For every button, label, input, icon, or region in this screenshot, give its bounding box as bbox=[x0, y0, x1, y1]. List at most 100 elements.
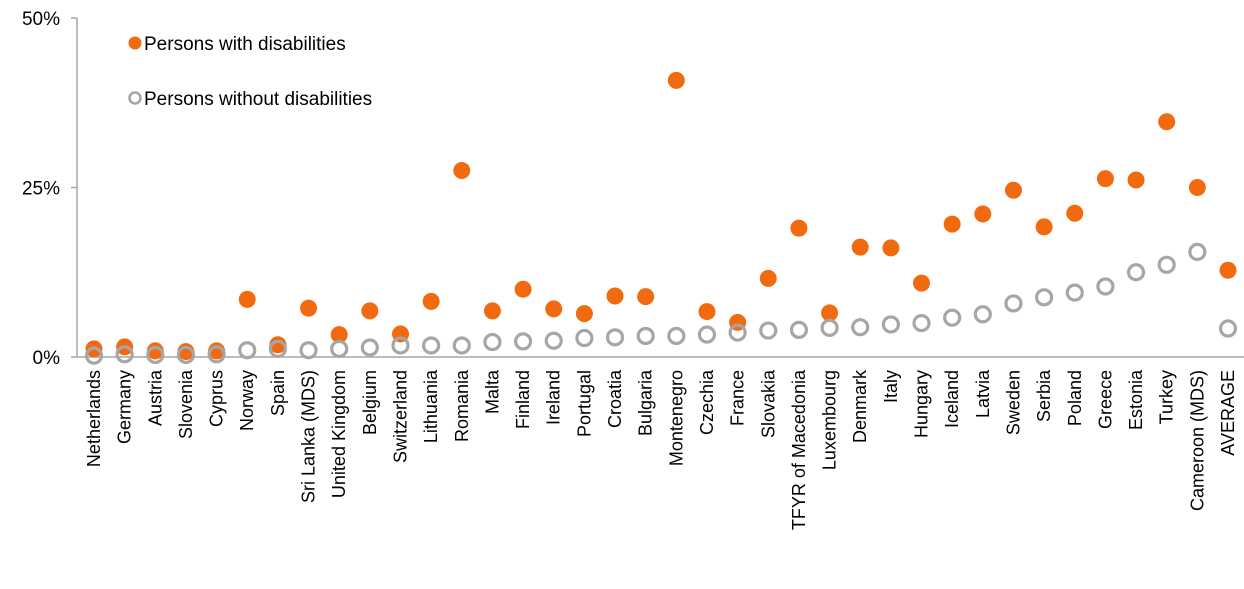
data-point bbox=[851, 238, 869, 256]
data-point bbox=[882, 239, 900, 257]
category-label: Switzerland bbox=[390, 370, 410, 463]
data-point bbox=[1065, 283, 1084, 302]
data-point bbox=[238, 341, 257, 360]
data-point bbox=[268, 339, 287, 358]
category-label: Sweden bbox=[1003, 370, 1023, 435]
data-point bbox=[422, 336, 441, 355]
category-label: Montenegro bbox=[666, 370, 686, 466]
category-label: United Kingdom bbox=[329, 370, 349, 498]
data-point bbox=[483, 302, 501, 320]
data-point bbox=[943, 308, 962, 327]
category-label: Turkey bbox=[1157, 370, 1177, 424]
data-point bbox=[943, 215, 961, 233]
data-point bbox=[1096, 277, 1115, 296]
data-point bbox=[605, 328, 625, 347]
category-label: AVERAGE bbox=[1218, 370, 1238, 456]
category-label: Estonia bbox=[1126, 369, 1146, 430]
data-point bbox=[637, 288, 655, 306]
data-point bbox=[391, 336, 410, 355]
category-label: Czechia bbox=[697, 369, 717, 435]
data-point bbox=[575, 305, 593, 323]
category-label: Sri Lanka (MDS) bbox=[299, 370, 319, 503]
category-label: Luxembourg bbox=[820, 370, 840, 470]
data-point bbox=[606, 287, 624, 305]
data-point bbox=[1127, 171, 1145, 189]
data-point bbox=[1004, 294, 1023, 313]
data-point bbox=[299, 341, 318, 360]
data-point bbox=[360, 338, 379, 357]
legend: Persons with disabilities Persons without… bbox=[128, 34, 372, 110]
data-point bbox=[974, 205, 992, 223]
data-point bbox=[300, 299, 318, 317]
data-point bbox=[545, 300, 563, 318]
legend-label: Persons without disabilities bbox=[144, 89, 372, 110]
data-point bbox=[84, 346, 104, 365]
series-2 bbox=[84, 242, 1238, 365]
category-label: Romania bbox=[452, 369, 472, 442]
legend-marker bbox=[128, 36, 142, 50]
series-1 bbox=[85, 71, 1237, 361]
data-point bbox=[1035, 218, 1053, 236]
category-label: Slovenia bbox=[176, 369, 196, 439]
category-label: Greece bbox=[1095, 370, 1115, 429]
category-label: Latvia bbox=[973, 369, 993, 418]
category-label: Hungary bbox=[912, 370, 932, 438]
legend-entry: Persons with disabilities bbox=[128, 34, 346, 55]
data-point bbox=[514, 280, 532, 298]
data-point bbox=[667, 326, 686, 346]
category-label: Bulgaria bbox=[636, 369, 656, 436]
data-point bbox=[789, 320, 809, 339]
data-point bbox=[330, 326, 348, 344]
category-labels: Netherlands Germany Austria Slovenia Cyprus N… bbox=[84, 369, 1238, 530]
data-point bbox=[238, 290, 256, 308]
data-point bbox=[1219, 261, 1237, 279]
chart-marks bbox=[84, 71, 1238, 365]
category-label: Portugal bbox=[574, 370, 594, 437]
data-point bbox=[820, 318, 839, 337]
category-label: Finland bbox=[513, 370, 533, 429]
data-point bbox=[330, 339, 349, 358]
data-point bbox=[790, 219, 808, 237]
data-point bbox=[513, 332, 533, 351]
data-point bbox=[759, 321, 778, 340]
category-label: Netherlands bbox=[84, 370, 104, 467]
legend-marker bbox=[128, 91, 142, 105]
category-label: Slovakia bbox=[758, 369, 778, 438]
data-point bbox=[269, 336, 287, 354]
data-point bbox=[1066, 204, 1084, 222]
data-point bbox=[1188, 179, 1206, 196]
y-tick-label: 0% bbox=[33, 348, 61, 369]
data-point bbox=[452, 336, 471, 355]
data-point bbox=[544, 331, 563, 350]
data-point bbox=[207, 345, 226, 364]
data-point bbox=[1004, 181, 1022, 199]
category-label: Ireland bbox=[544, 370, 564, 425]
category-label: Poland bbox=[1065, 370, 1085, 426]
data-point bbox=[483, 332, 502, 352]
data-point bbox=[575, 328, 594, 348]
data-point bbox=[698, 303, 716, 321]
y-tick-label: 50% bbox=[22, 9, 60, 30]
data-point bbox=[453, 162, 471, 180]
category-label: France bbox=[728, 370, 748, 426]
category-label: Cyprus bbox=[207, 370, 227, 427]
legend-entry: Persons without disabilities bbox=[128, 89, 372, 110]
category-label: Cameroon (MDS) bbox=[1187, 370, 1207, 511]
data-point bbox=[1035, 288, 1054, 307]
data-point bbox=[913, 274, 931, 292]
data-point bbox=[728, 323, 747, 342]
data-point bbox=[1096, 170, 1114, 188]
category-label: Italy bbox=[881, 370, 901, 403]
data-point bbox=[973, 305, 992, 324]
category-label: Lithuania bbox=[421, 369, 441, 443]
category-label: Malta bbox=[482, 369, 502, 414]
category-label: Croatia bbox=[605, 369, 625, 428]
category-label: Belgium bbox=[360, 370, 380, 435]
data-point bbox=[176, 345, 196, 365]
category-label: Denmark bbox=[850, 369, 870, 443]
data-point bbox=[881, 315, 900, 334]
category-label: Spain bbox=[268, 370, 288, 416]
category-label: Norway bbox=[237, 370, 257, 431]
axes: 0% 25% 50% bbox=[22, 9, 1244, 369]
